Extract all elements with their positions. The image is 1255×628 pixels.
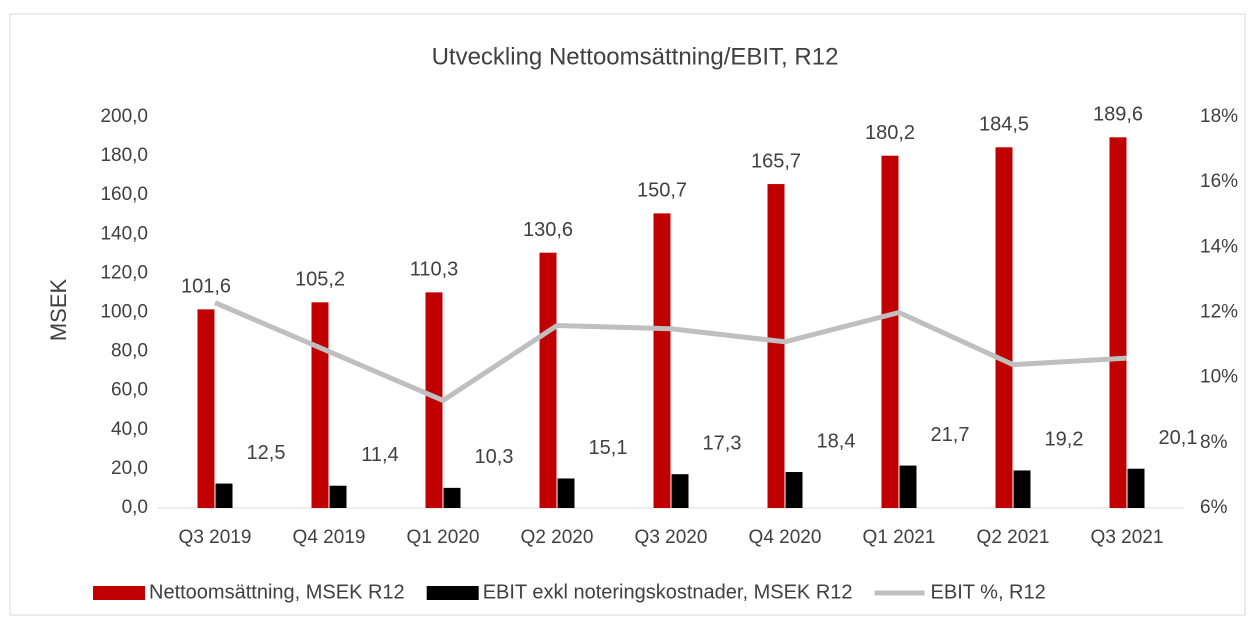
data-label: 110,3 xyxy=(410,259,459,281)
data-label: 150,7 xyxy=(637,180,687,202)
bar xyxy=(653,213,671,508)
y2-tick-label: 12% xyxy=(1200,302,1238,323)
y2-tick-label: 16% xyxy=(1200,171,1238,192)
bar xyxy=(329,485,347,508)
bar xyxy=(1013,470,1031,508)
data-label: 21,7 xyxy=(931,424,970,446)
legend-label: EBIT exkl noteringskostnader, MSEK R12 xyxy=(483,581,853,603)
y2-tick-label: 8% xyxy=(1200,432,1228,453)
y-axis-label: MSEK xyxy=(46,279,71,342)
legend-swatch xyxy=(93,586,145,600)
data-label: 130,6 xyxy=(523,219,573,241)
bar xyxy=(197,309,215,508)
bar xyxy=(425,292,443,508)
bar xyxy=(1109,137,1127,508)
bar xyxy=(539,252,557,508)
bar xyxy=(899,465,917,508)
bar xyxy=(785,472,803,508)
x-tick-label: Q4 2019 xyxy=(293,527,366,548)
bar xyxy=(881,155,899,509)
x-tick-label: Q3 2020 xyxy=(635,527,708,548)
bar xyxy=(557,478,575,508)
y-tick-label: 160,0 xyxy=(100,184,148,205)
legend-label: Nettoomsättning, MSEK R12 xyxy=(149,581,405,603)
x-tick-label: Q3 2021 xyxy=(1091,527,1164,548)
data-label: 101,6 xyxy=(181,276,231,298)
y-tick-label: 0,0 xyxy=(122,497,148,518)
y-tick-label: 80,0 xyxy=(111,341,148,362)
data-label: 12,5 xyxy=(247,442,286,464)
y-tick-label: 140,0 xyxy=(100,223,148,244)
bar xyxy=(1127,468,1145,508)
x-tick-label: Q3 2019 xyxy=(179,527,252,548)
data-label: 19,2 xyxy=(1045,429,1084,451)
x-tick-label: Q1 2020 xyxy=(407,527,480,548)
bar xyxy=(443,487,461,508)
x-tick-label: Q2 2020 xyxy=(521,527,594,548)
y-tick-label: 200,0 xyxy=(100,106,148,127)
bar xyxy=(995,147,1013,509)
y-tick-label: 60,0 xyxy=(111,380,148,401)
x-tick-label: Q4 2020 xyxy=(749,527,822,548)
data-label: 18,4 xyxy=(817,430,856,452)
y2-tick-label: 10% xyxy=(1200,367,1238,388)
y2-tick-label: 14% xyxy=(1200,236,1238,257)
data-label: 105,2 xyxy=(295,269,345,291)
legend-label: EBIT %, R12 xyxy=(931,581,1046,603)
y-tick-label: 20,0 xyxy=(111,458,148,479)
data-label: 165,7 xyxy=(751,150,801,172)
data-label: 184,5 xyxy=(979,114,1029,136)
data-label: 15,1 xyxy=(589,437,628,459)
bar xyxy=(215,483,233,508)
y-tick-label: 180,0 xyxy=(100,145,148,166)
data-label: 20,1 xyxy=(1159,427,1198,449)
chart-title: Utveckling Nettoomsättning/EBIT, R12 xyxy=(432,43,839,70)
data-label: 10,3 xyxy=(475,446,514,468)
bar xyxy=(311,302,329,508)
chart-border xyxy=(9,13,1246,616)
bar xyxy=(767,184,785,508)
line xyxy=(214,300,1128,403)
data-label: 180,2 xyxy=(865,122,915,144)
bar xyxy=(671,474,689,508)
x-tick-label: Q1 2021 xyxy=(863,527,936,548)
y2-tick-label: 6% xyxy=(1200,497,1228,518)
legend-swatch xyxy=(426,586,479,600)
data-label: 11,4 xyxy=(361,444,398,466)
data-label: 189,6 xyxy=(1093,104,1143,126)
data-label: 17,3 xyxy=(703,432,742,454)
y-tick-label: 40,0 xyxy=(111,419,148,440)
x-tick-label: Q2 2021 xyxy=(977,527,1050,548)
y2-tick-label: 18% xyxy=(1200,106,1238,127)
y-tick-label: 120,0 xyxy=(100,262,148,283)
y-tick-label: 100,0 xyxy=(100,302,148,323)
